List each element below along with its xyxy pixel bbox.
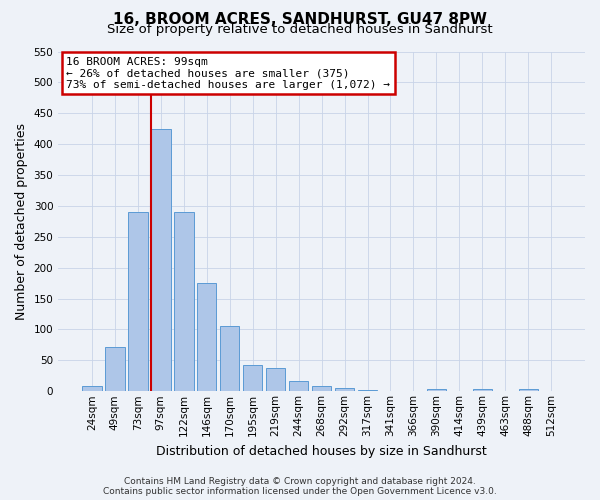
Bar — [151, 128, 170, 392]
Bar — [312, 386, 331, 392]
Bar — [197, 283, 217, 392]
Bar — [518, 390, 538, 392]
Bar — [174, 212, 194, 392]
Bar — [358, 390, 377, 392]
Text: 16 BROOM ACRES: 99sqm
← 26% of detached houses are smaller (375)
73% of semi-det: 16 BROOM ACRES: 99sqm ← 26% of detached … — [66, 56, 390, 90]
X-axis label: Distribution of detached houses by size in Sandhurst: Distribution of detached houses by size … — [156, 444, 487, 458]
Bar — [220, 326, 239, 392]
Text: 16, BROOM ACRES, SANDHURST, GU47 8PW: 16, BROOM ACRES, SANDHURST, GU47 8PW — [113, 12, 487, 28]
Text: Size of property relative to detached houses in Sandhurst: Size of property relative to detached ho… — [107, 22, 493, 36]
Bar — [473, 389, 492, 392]
Text: Contains HM Land Registry data © Crown copyright and database right 2024.
Contai: Contains HM Land Registry data © Crown c… — [103, 476, 497, 496]
Bar — [335, 388, 355, 392]
Bar — [427, 389, 446, 392]
Bar — [266, 368, 286, 392]
Bar — [105, 348, 125, 392]
Y-axis label: Number of detached properties: Number of detached properties — [15, 123, 28, 320]
Bar — [82, 386, 101, 392]
Bar — [243, 364, 262, 392]
Bar — [128, 212, 148, 392]
Bar — [289, 381, 308, 392]
